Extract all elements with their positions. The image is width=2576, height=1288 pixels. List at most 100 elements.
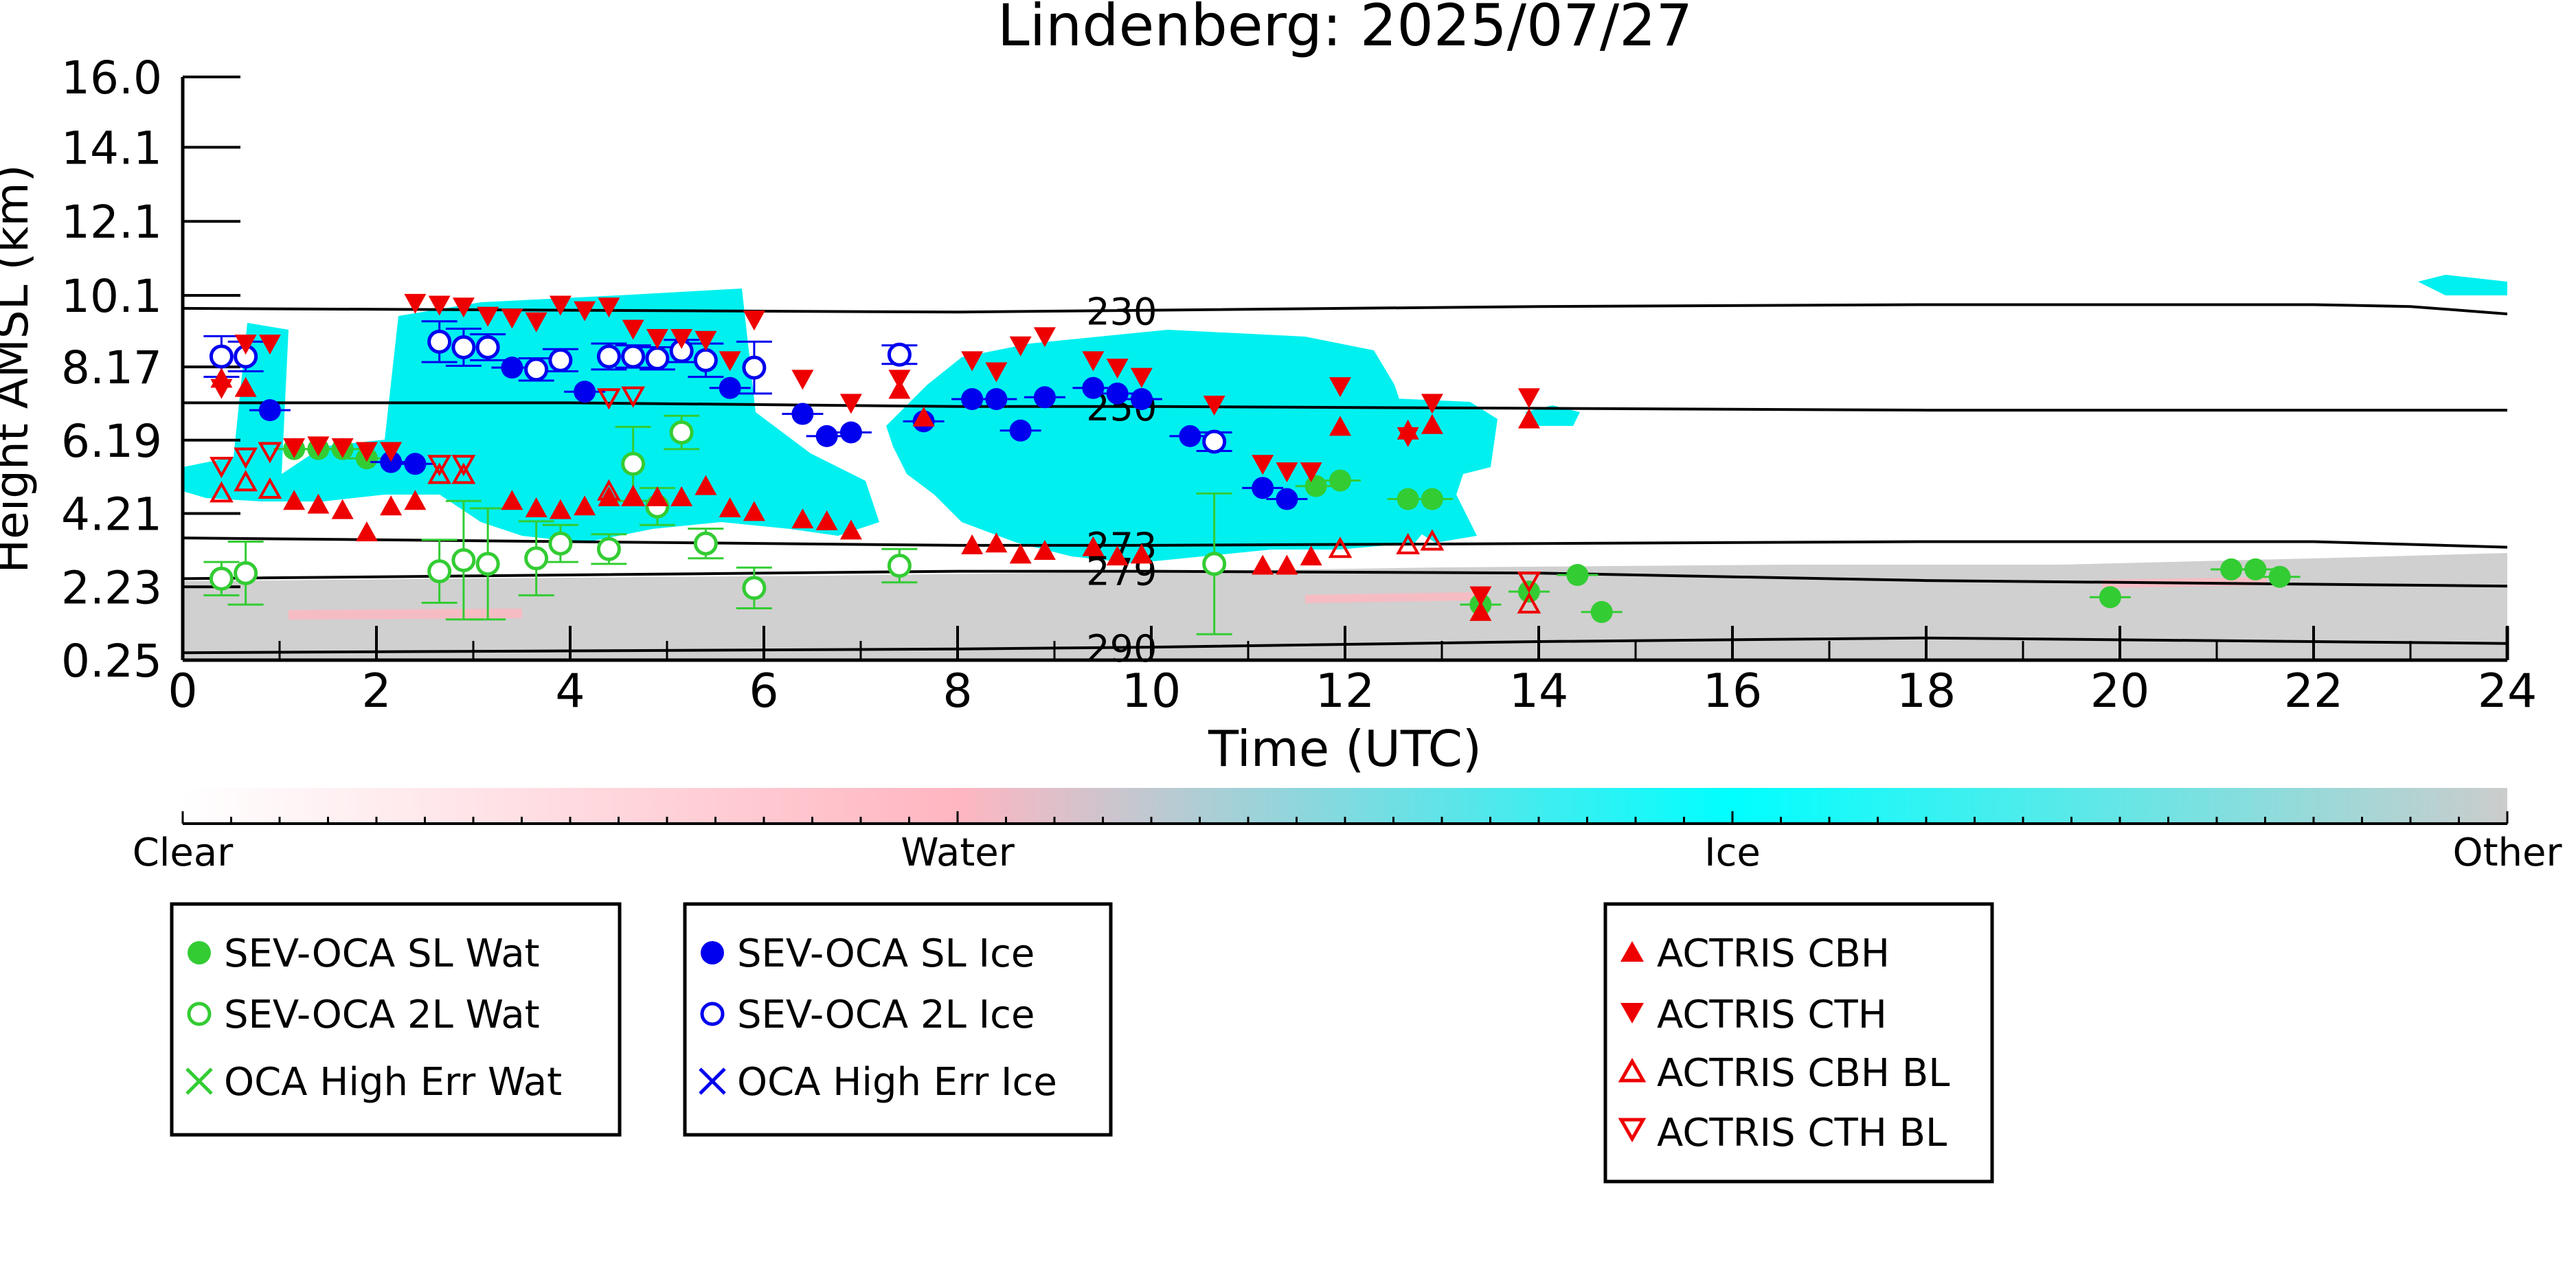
marker-actris-cbh — [331, 499, 354, 519]
phase-colorbar: Clear Water Ice Other — [133, 788, 2562, 875]
marker-actris-cth-bl — [234, 447, 258, 469]
marker-actris-cbh — [1009, 543, 1032, 564]
marker-actris-cth — [719, 351, 741, 372]
chart-title: Lindenberg: 2025/07/27 — [997, 0, 1693, 59]
isotherm-line — [183, 303, 2507, 315]
x-tick-label: 4 — [555, 664, 585, 719]
marker-actris-cbh — [839, 519, 862, 540]
marker-sev-oca-sl-ice — [501, 357, 523, 379]
marker-sev-oca-2l-wat — [524, 546, 549, 571]
marker-actris-cth-bl — [1517, 572, 1541, 594]
marker-actris-cth — [598, 297, 620, 318]
legend-marker-cbh — [1620, 941, 1644, 962]
marker-actris-cth — [1300, 462, 1322, 483]
marker-actris-cth — [743, 310, 765, 331]
marker-actris-cth — [791, 370, 814, 390]
x-tick-label: 20 — [2090, 664, 2150, 719]
y-tick-label: 6.19 — [61, 415, 162, 468]
marker-sev-oca-2l-wat — [451, 547, 476, 572]
marker-sev-oca-2l-ice — [742, 355, 767, 380]
marker-sev-oca-sl-ice — [1106, 382, 1129, 405]
marker-actris-cbh-bl — [1517, 592, 1541, 614]
marker-actris-cbh — [404, 490, 427, 510]
marker-sev-oca-sl-wat — [1421, 488, 1443, 510]
legend-label-sl-ice: SEV-OCA SL Ice — [737, 931, 1035, 976]
marker-actris-cbh — [549, 499, 572, 519]
isotherm-label: 230 — [1086, 291, 1157, 334]
colorbar-ticks — [181, 811, 2509, 824]
marker-actris-cth — [428, 295, 451, 316]
marker-actris-cth — [1421, 394, 1443, 414]
x-tick-label: 14 — [1509, 664, 1569, 719]
marker-actris-cbh — [1130, 543, 1153, 564]
marker-sev-oca-sl-ice — [1276, 488, 1298, 510]
marker-sev-oca-2l-ice — [451, 335, 476, 360]
marker-actris-cbh — [501, 490, 523, 510]
ice-phase-region-2 — [886, 330, 1443, 563]
marker-actris-cbh — [1106, 545, 1129, 566]
marker-sev-oca-2l-ice — [693, 348, 718, 372]
marker-actris-cth — [1033, 327, 1056, 348]
marker-actris-cth — [1276, 462, 1298, 483]
ice-phase-region-3 — [1319, 398, 1498, 543]
y-tick-label: 14.1 — [61, 122, 162, 174]
legend-marker-cbh-bl — [1618, 1057, 1647, 1083]
colorbar-label-water: Water — [901, 831, 1015, 875]
ice-phase-region-4 — [1525, 275, 2507, 426]
marker-sev-oca-sl-wat — [1304, 475, 1327, 497]
marker-sev-oca-2l-ice — [621, 344, 646, 369]
marker-actris-cth — [283, 438, 306, 459]
marker-actris-cth — [1469, 586, 1492, 607]
marker-actris-cbh-bl — [621, 484, 646, 506]
marker-actris-cbh-bl — [1328, 536, 1353, 558]
legend-label-cbh-bl: ACTRIS CBH BL — [1657, 1051, 1950, 1096]
marker-actris-cbh — [815, 510, 838, 530]
x-tick-label: 22 — [2284, 664, 2344, 719]
marker-sev-oca-sl-wat — [1329, 469, 1351, 492]
legend-actris: ACTRIS CBH ACTRIS CTH ACTRIS CBH BL ACTR… — [1603, 902, 1994, 1184]
legend-label-2l-ice: SEV-OCA 2L Ice — [737, 993, 1035, 1037]
marker-actris-cth — [380, 442, 403, 462]
marker-actris-cbh — [694, 475, 717, 495]
legend-ice-frame — [683, 902, 1113, 1137]
colorbar-label-clear: Clear — [133, 831, 234, 875]
x-tick-label: 12 — [1315, 664, 1375, 719]
marker-sev-oca-sl-ice — [719, 376, 741, 399]
marker-actris-cbh — [1469, 600, 1492, 621]
marker-actris-cbh-bl — [451, 462, 476, 484]
marker-sev-oca-2l-ice — [1202, 429, 1227, 454]
x-tick-label: 6 — [749, 664, 778, 719]
marker-actris-cth — [985, 362, 1008, 383]
legend-marker-2l-wat — [187, 1002, 212, 1026]
marker-actris-cbh-bl — [1420, 529, 1445, 551]
marker-sev-oca-2l-wat — [475, 552, 500, 576]
legend-label-cth-bl: ACTRIS CTH BL — [1657, 1111, 1947, 1155]
legend-label-sl-wat: SEV-OCA SL Wat — [224, 931, 540, 976]
marker-actris-cth — [331, 438, 354, 459]
marker-actris-cbh — [1421, 414, 1443, 434]
water-phase-region — [289, 577, 2267, 620]
marker-actris-cbh — [1252, 554, 1274, 575]
legend-label-higherr-ice: OCA High Err Ice — [737, 1060, 1057, 1105]
marker-actris-cth — [839, 394, 862, 414]
marker-actris-cth — [234, 335, 257, 355]
x-tick-label: 8 — [942, 664, 972, 719]
legend-marker-cth-bl — [1618, 1118, 1647, 1143]
legend-marker-sl-ice — [701, 941, 724, 964]
marker-actris-cth — [1130, 368, 1153, 388]
marker-actris-cth — [1517, 388, 1540, 409]
legend-label-cbh: ACTRIS CBH — [1657, 931, 1890, 976]
marker-actris-cbh — [234, 376, 257, 397]
marker-actris-cth — [525, 312, 547, 332]
marker-sev-oca-2l-ice — [887, 342, 912, 367]
x-tick-label: 18 — [1897, 664, 1956, 719]
marker-actris-cth — [1106, 359, 1129, 379]
marker-sev-oca-2l-ice — [524, 357, 549, 382]
legend-ice: SEV-OCA SL Ice SEV-OCA 2L Ice OCA High E… — [683, 902, 1113, 1137]
marker-actris-cbh — [1033, 539, 1056, 560]
marker-actris-cth — [477, 306, 499, 327]
marker-actris-cth — [1203, 396, 1225, 416]
legend-marker-2l-ice — [700, 1002, 725, 1026]
marker-sev-oca-2l-wat — [693, 531, 718, 556]
legend-label-cth: ACTRIS CTH — [1657, 993, 1887, 1037]
